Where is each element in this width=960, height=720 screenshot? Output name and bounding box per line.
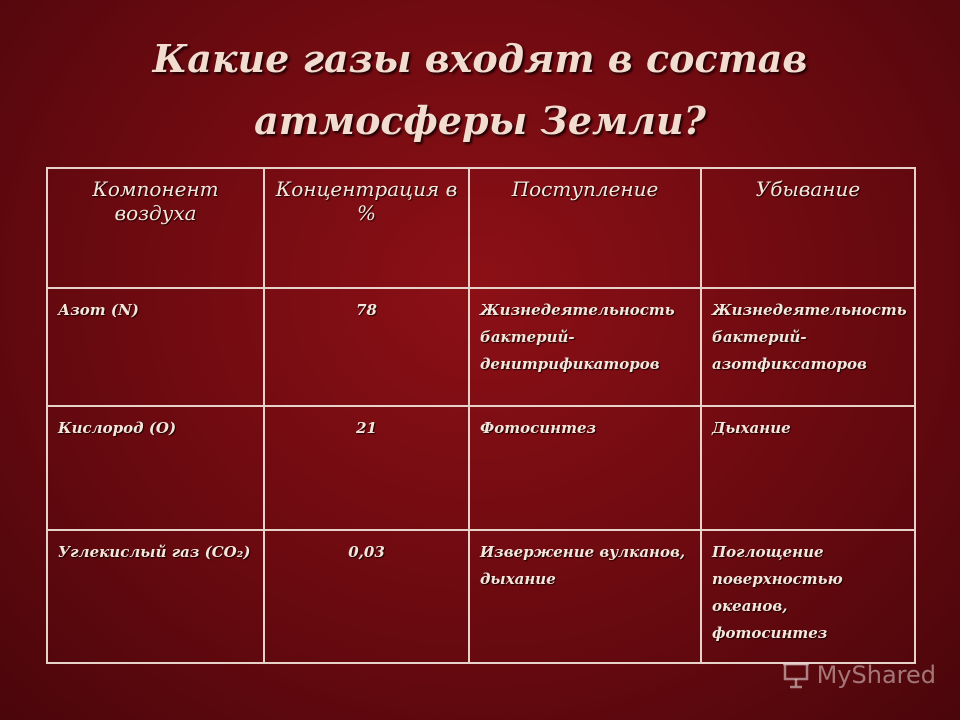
cell-concentration: 21 — [263, 405, 470, 531]
cell-income: Фотосинтез — [468, 405, 702, 531]
atmosphere-gases-table: Компонент воздуха Концентрация в % Посту… — [46, 167, 916, 664]
watermark-text: MyShared — [816, 661, 936, 689]
header-component: Компонент воздуха — [46, 167, 265, 289]
table-row: Азот (N) 78 Жизнедеятельность бактерий-д… — [46, 287, 916, 407]
table-header-row: Компонент воздуха Концентрация в % Посту… — [46, 167, 916, 289]
header-concentration: Концентрация в % — [263, 167, 470, 289]
cell-concentration: 78 — [263, 287, 470, 407]
table-row: Углекислый газ (CO₂) 0,03 Извержение вул… — [46, 529, 916, 664]
watermark-logo: MyShared — [781, 660, 936, 690]
header-outflow: Убывание — [700, 167, 916, 289]
cell-concentration: 0,03 — [263, 529, 470, 664]
slide-title: Какие газы входят в состав атмосферы Зем… — [152, 36, 808, 143]
header-income: Поступление — [468, 167, 702, 289]
cell-income: Жизнедеятельность бактерий-денитрификато… — [468, 287, 702, 407]
cell-outflow: Поглощение поверхностью океанов, фотосин… — [700, 529, 916, 664]
cell-outflow: Жизнедеятельность бактерий-азотфиксаторо… — [700, 287, 916, 407]
table-row: Кислород (O) 21 Фотосинтез Дыхание — [46, 405, 916, 531]
cell-component: Кислород (O) — [46, 405, 265, 531]
cell-component: Углекислый газ (CO₂) — [46, 529, 265, 664]
presentation-board-icon — [782, 662, 809, 689]
cell-income: Извержение вулканов, дыхание — [468, 529, 702, 664]
cell-outflow: Дыхание — [700, 405, 916, 531]
cell-component: Азот (N) — [46, 287, 265, 407]
